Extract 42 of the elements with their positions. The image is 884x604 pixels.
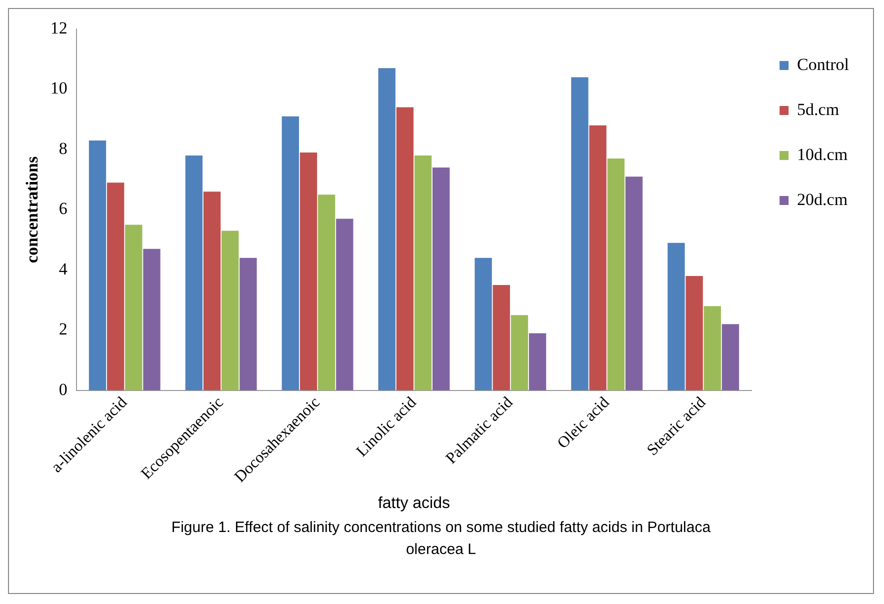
legend-label: Control [797,54,850,74]
legend-label: 5d.cm [797,100,840,119]
bar [282,116,299,390]
bar [722,324,740,390]
y-tick-label: 8 [58,138,68,158]
bar [222,230,239,390]
bar [125,224,142,390]
bar [106,182,124,390]
bar [396,107,414,390]
bar [589,125,606,390]
bar [510,315,528,390]
bar [185,156,203,390]
bar [300,152,318,390]
x-axis-title: fatty acids [378,494,450,512]
caption: Figure 1. Effect of salinity concentrations on some studied fatty acids in Portulaca oleracea L [170,518,712,560]
bar [336,218,354,390]
y-axis-title: concentrations [22,156,42,264]
bar [704,306,721,390]
bar [492,285,510,390]
bar [378,68,396,390]
y-tick-label: 6 [58,199,68,218]
bar [318,194,336,390]
bar [668,242,685,390]
y-tick-label: 0 [58,380,68,399]
legend-label: 20d.cm [797,190,848,209]
bar [474,258,492,390]
y-tick-label: 12 [50,18,68,38]
bar [414,156,432,390]
y-tick-label: 4 [58,259,68,278]
legend-label: 10d.cm [797,144,848,164]
bar [686,276,703,390]
bar [625,176,643,390]
bar [203,192,221,390]
bar [88,140,106,390]
bar [143,248,160,390]
y-tick-label: 2 [58,320,68,339]
bar [528,333,546,390]
bar [571,77,588,390]
y-tick-label: 10 [50,78,68,98]
bar [607,158,625,390]
bar [432,168,450,390]
bar [240,258,257,390]
